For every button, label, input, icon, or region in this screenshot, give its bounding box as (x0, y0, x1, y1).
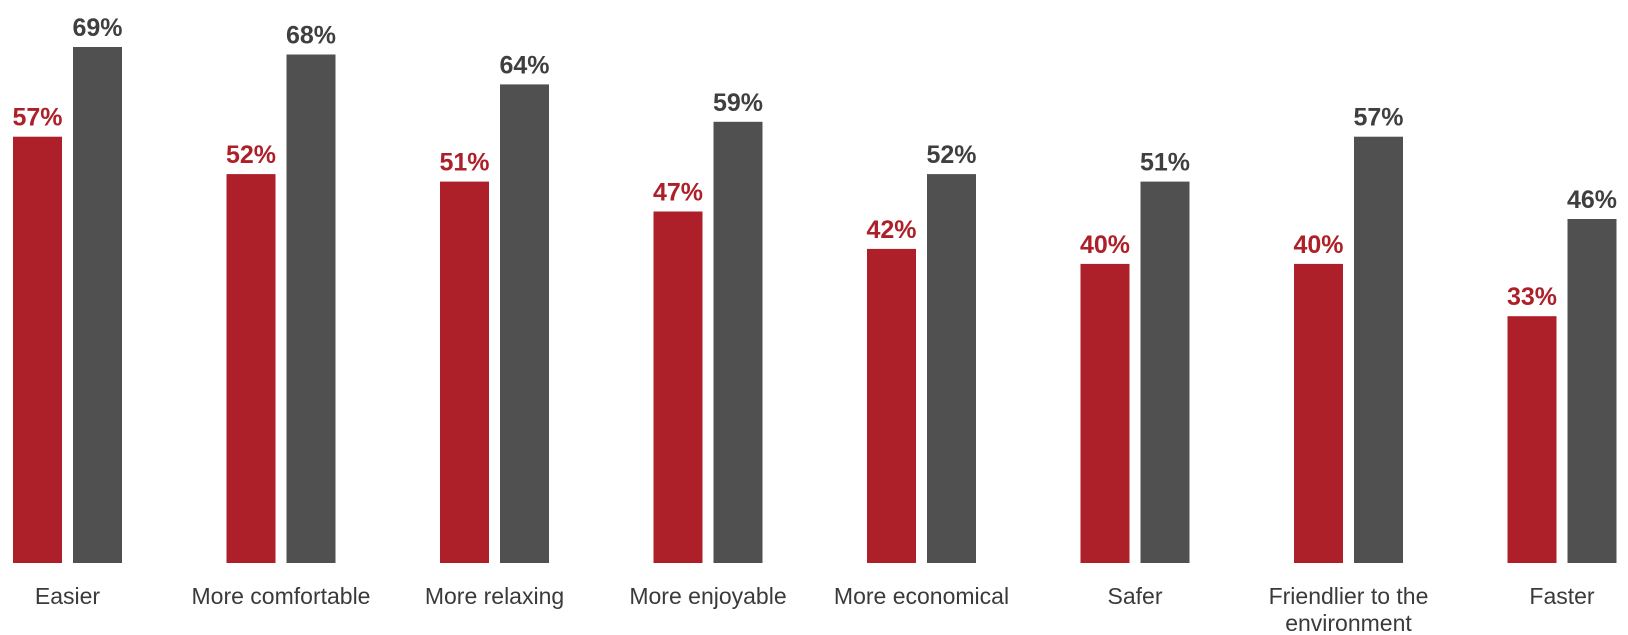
category-label-8: Faster (1529, 583, 1595, 609)
category-label-line: More enjoyable (629, 583, 786, 609)
value-label-series-1-cat-1: 57% (12, 104, 62, 132)
bar-series-1-cat-3 (440, 181, 489, 563)
value-label-series-1-cat-6: 40% (1080, 231, 1130, 259)
bar-series-2-cat-8 (1567, 219, 1617, 563)
bar-series-1-cat-7 (1294, 263, 1343, 563)
value-label-series-1-cat-3: 51% (439, 149, 489, 177)
value-label-series-1-cat-8: 33% (1507, 283, 1557, 311)
category-label-1: Easier (35, 583, 101, 609)
value-label-series-2-cat-4: 59% (713, 89, 763, 117)
bar-series-1-cat-8 (1507, 316, 1557, 563)
bar-series-1-cat-4 (653, 211, 703, 563)
category-label-line: environment (1285, 610, 1412, 635)
category-label-line: Easier (35, 583, 101, 609)
bar-series-1-cat-2 (226, 174, 276, 563)
bar-series-2-cat-2 (286, 54, 336, 563)
value-label-series-1-cat-2: 52% (226, 141, 276, 169)
category-label-line: Faster (1529, 583, 1595, 609)
category-label-line: More relaxing (425, 583, 564, 609)
category-labels-layer: Easier More comfortable More relaxing More … (35, 583, 1595, 635)
value-label-series-1-cat-4: 47% (653, 179, 703, 207)
bar-series-2-cat-6 (1140, 181, 1190, 563)
bar-series-2-cat-3 (500, 84, 549, 564)
value-label-series-2-cat-5: 52% (926, 141, 976, 169)
value-label-series-2-cat-3: 64% (499, 51, 549, 79)
category-label-4: More enjoyable (629, 583, 786, 609)
bars-layer (13, 47, 1617, 564)
category-label-5: More economical (834, 583, 1009, 609)
category-label-line: More economical (834, 583, 1009, 609)
bar-series-1-cat-5 (867, 248, 916, 563)
value-label-series-2-cat-8: 46% (1567, 186, 1617, 214)
category-label-3: More relaxing (425, 583, 564, 609)
value-labels-layer: 57% 69% 52% 68% 51% 64% 47% 59% 42% 52% 40% 51% 40% 5… (12, 14, 1617, 311)
bar-series-2-cat-4 (713, 121, 763, 564)
value-label-series-2-cat-1: 69% (72, 14, 122, 42)
category-label-7: Friendlier to the environment (1269, 583, 1429, 635)
value-label-series-1-cat-7: 40% (1293, 231, 1343, 259)
category-label-line: More comfortable (192, 583, 371, 609)
value-label-series-2-cat-6: 51% (1140, 149, 1190, 177)
category-label-2: More comfortable (192, 583, 371, 609)
bar-series-2-cat-1 (73, 47, 122, 563)
bar-series-1-cat-1 (13, 136, 62, 563)
bar-series-1-cat-6 (1080, 263, 1130, 563)
value-label-series-2-cat-7: 57% (1353, 104, 1403, 132)
bar-series-2-cat-5 (927, 174, 976, 563)
bar-series-2-cat-7 (1354, 136, 1403, 563)
category-label-line: Safer (1108, 583, 1163, 609)
value-label-series-1-cat-5: 42% (866, 216, 916, 244)
value-label-series-2-cat-2: 68% (286, 22, 336, 50)
category-label-6: Safer (1108, 583, 1163, 609)
category-label-line: Friendlier to the (1269, 583, 1429, 609)
